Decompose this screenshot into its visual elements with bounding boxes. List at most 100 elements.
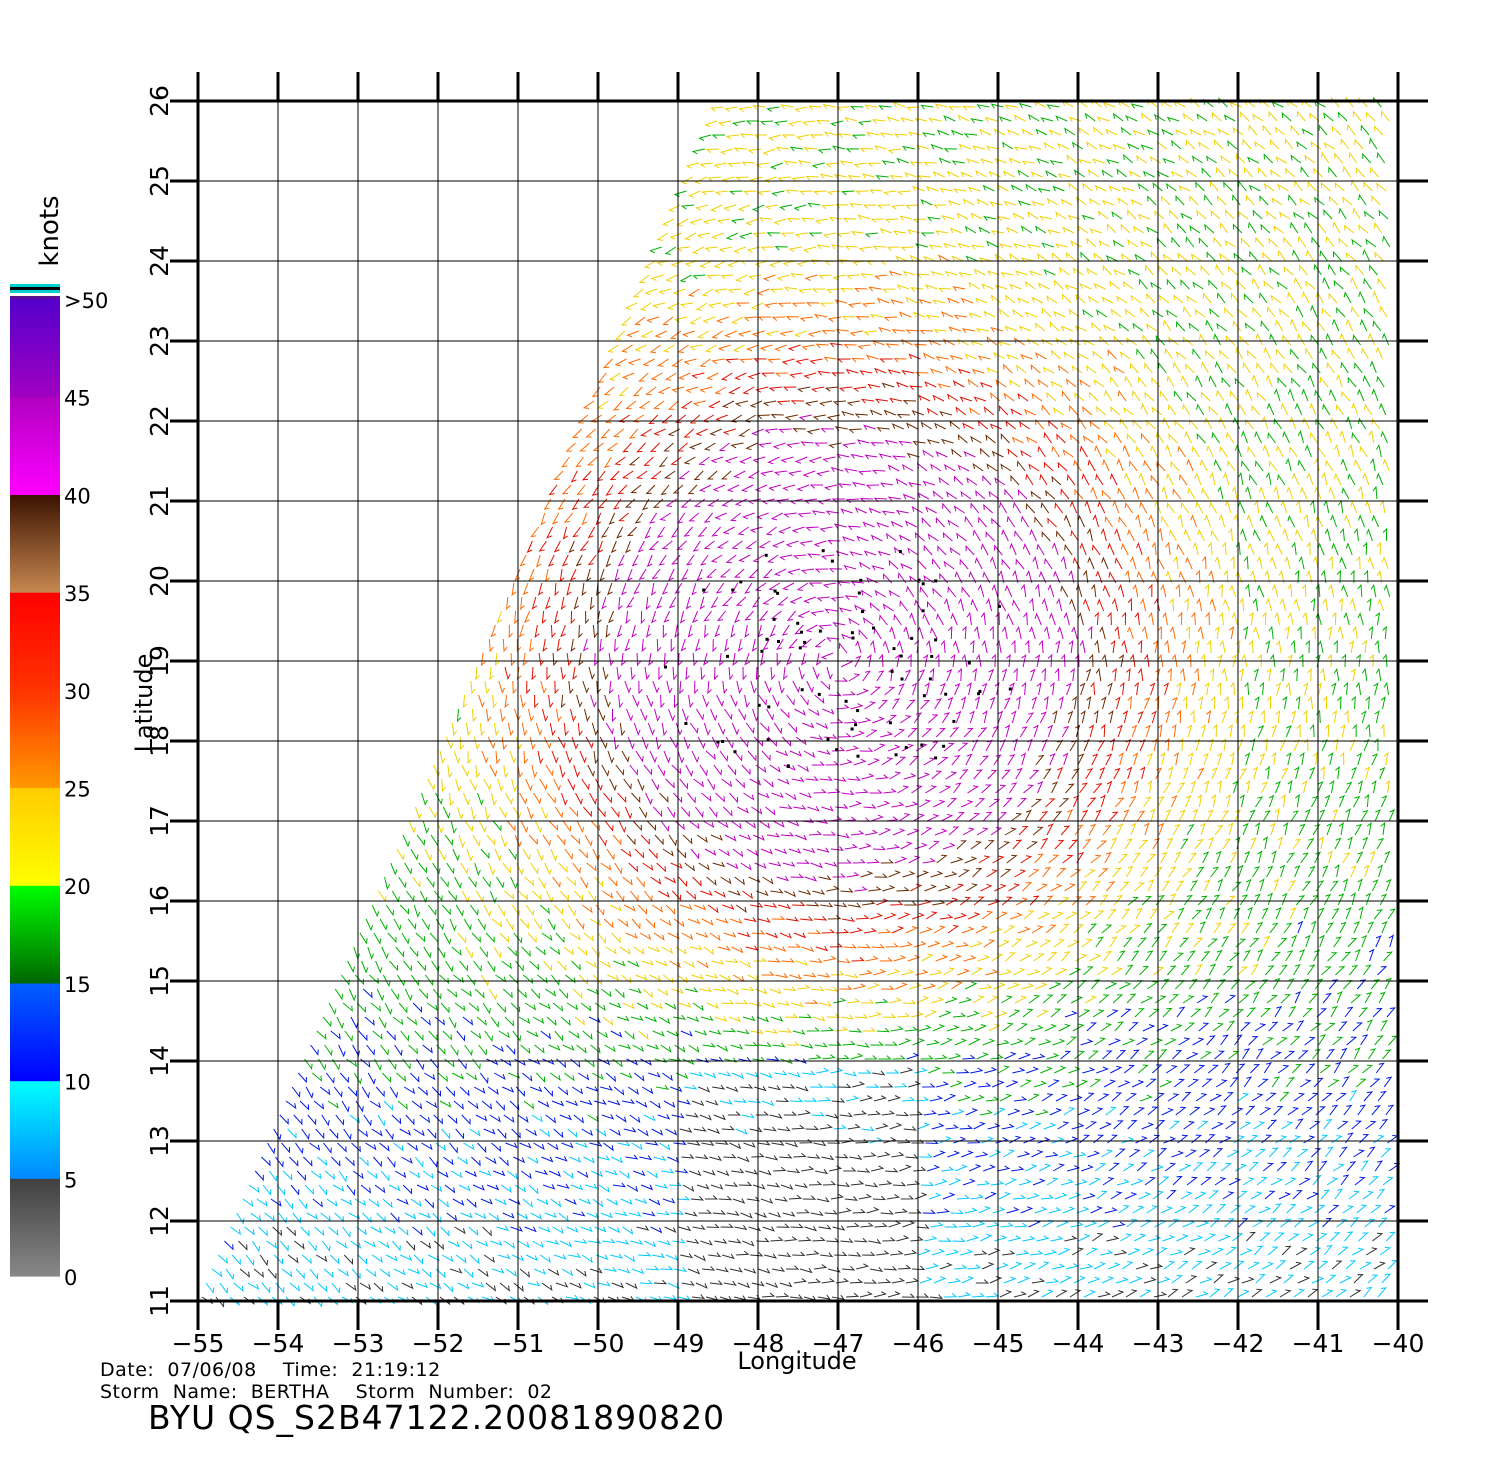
wind-barb-4514	[1189, 418, 1199, 430]
wind-barb-2312	[532, 890, 542, 901]
wind-barb-2238	[511, 904, 521, 917]
wind-barb-4571	[1182, 403, 1191, 416]
wind-barb-2542	[732, 848, 744, 858]
wind-barb-68	[1153, 1291, 1168, 1298]
wind-barb-3460	[1144, 653, 1150, 668]
wind-barb-3499	[776, 652, 781, 667]
wind-barb-322	[1155, 1247, 1168, 1256]
wind-barb-2229	[385, 904, 395, 917]
wind-barb-1566	[554, 1030, 564, 1042]
wind-barb-200	[631, 1268, 645, 1275]
wind-barb-1449	[1088, 1050, 1099, 1060]
wind-barb-992	[1331, 1135, 1343, 1144]
wind-barb-4945	[925, 314, 940, 320]
wind-barb-995	[1373, 1135, 1385, 1144]
wind-barb-1932	[375, 960, 383, 974]
wind-barb-735	[1144, 1176, 1157, 1186]
wind-barb-2251	[694, 904, 707, 911]
wind-barb-3036	[817, 749, 831, 755]
wind-barb-3701	[899, 600, 908, 612]
wind-barb-580	[1272, 1203, 1282, 1214]
wind-barb-960	[883, 1137, 897, 1144]
wind-barb-2590	[416, 834, 426, 847]
wind-barb-2622	[864, 829, 879, 836]
wind-barb-4752	[1326, 361, 1335, 374]
wind-barb-4058	[644, 526, 652, 539]
wind-barb-2344	[980, 883, 993, 892]
wind-barb-218	[884, 1265, 898, 1271]
wind-barb-3074	[1349, 739, 1356, 752]
wind-barb-4386	[1037, 445, 1046, 458]
wind-barb-2168	[561, 918, 571, 930]
wind-barb-1461	[1256, 1047, 1264, 1060]
wind-barb-3206	[1303, 709, 1308, 724]
wind-barb-1648	[630, 1015, 644, 1021]
wind-barb-3657	[1177, 611, 1183, 626]
wind-barb-2293	[1281, 892, 1288, 906]
wind-barb-4296	[609, 470, 620, 481]
wind-barb-4125	[729, 512, 742, 522]
wind-barb-900	[1171, 1150, 1185, 1158]
wind-barb-1334	[564, 1072, 575, 1082]
wind-barb-1812	[797, 984, 811, 990]
wind-barb-2345	[994, 883, 1007, 892]
wind-barb-4047	[1353, 527, 1359, 542]
wind-barb-1671	[952, 1012, 967, 1018]
wind-barb-2326	[728, 890, 741, 896]
wind-barb-3882	[773, 568, 787, 577]
wind-barb-2576	[1208, 836, 1215, 850]
wind-barb-247	[1289, 1261, 1303, 1270]
wind-barb-2461	[600, 862, 612, 871]
wind-barb-4936	[799, 316, 814, 322]
wind-barb-544	[768, 1212, 782, 1218]
wind-barb-1169	[453, 1100, 464, 1110]
wind-barb-3659	[1205, 611, 1210, 626]
wind-barb-456	[692, 1224, 706, 1230]
wind-barb-2096	[583, 932, 594, 942]
wind-barb-2050	[983, 939, 996, 948]
wind-barb-1341	[662, 1072, 673, 1082]
wind-barb-3867	[569, 568, 577, 581]
wind-barb-2192	[897, 912, 911, 920]
wind-barb-4866	[1367, 332, 1376, 346]
wind-barb-4065	[737, 526, 749, 536]
wind-barb-3451	[1021, 654, 1027, 668]
wind-barb-1194	[803, 1097, 818, 1102]
wind-barb-4207	[1030, 490, 1042, 500]
wind-barb-1985	[1117, 950, 1126, 962]
wind-barb-1046	[959, 1124, 974, 1130]
wind-barb-1740	[847, 998, 861, 1004]
wind-barb-868	[723, 1153, 737, 1159]
wind-barb-3985	[1345, 542, 1353, 556]
wind-barb-4844	[1055, 337, 1067, 346]
wind-barb-734	[1130, 1178, 1144, 1186]
wind-barb-1751	[1000, 995, 1013, 1004]
wind-barb-2034	[759, 945, 773, 951]
wind-barb-776	[576, 1170, 589, 1179]
wind-barb-54	[957, 1291, 972, 1298]
wind-barb-1213	[1069, 1094, 1083, 1102]
wind-barb-3837	[1025, 570, 1033, 584]
wind-barb-3815	[715, 582, 725, 594]
wind-barb-3860	[1350, 569, 1355, 584]
wind-barb-3622	[687, 624, 693, 638]
wind-barb-1238	[319, 1086, 331, 1096]
wind-barb-2898	[805, 776, 819, 781]
wind-barb-4147	[1040, 501, 1050, 514]
wind-barb-1700	[1358, 1007, 1369, 1018]
wind-barb-1526	[1080, 1038, 1094, 1046]
wind-barb-1855	[341, 974, 350, 986]
wind-barb-944	[659, 1142, 671, 1151]
wind-barb-2106	[723, 932, 737, 938]
wind-barb-4872	[669, 330, 682, 340]
wind-barb-213	[814, 1264, 828, 1270]
wind-barb-4655	[755, 386, 769, 393]
wind-barb-4503	[1035, 418, 1045, 430]
wind-barb-652	[1124, 1192, 1138, 1200]
wind-barb-2116	[863, 927, 878, 934]
wind-barb-1736	[790, 1001, 804, 1008]
wind-barb-2967	[811, 761, 826, 766]
wind-barb-4400	[1234, 444, 1242, 458]
wind-barb-875	[821, 1155, 835, 1161]
wind-barb-1294	[1103, 1079, 1117, 1088]
